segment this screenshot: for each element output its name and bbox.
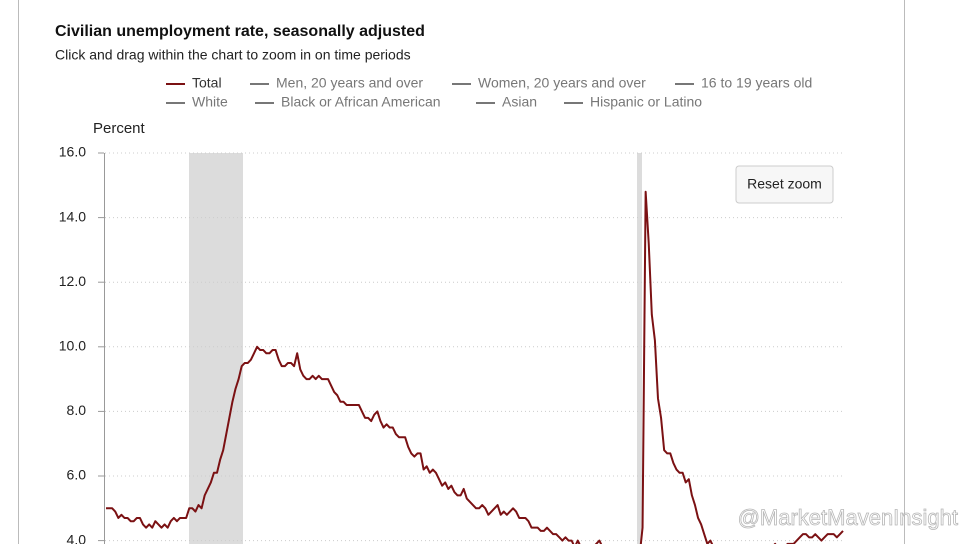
- legend-label[interactable]: Men, 20 years and over: [276, 75, 423, 91]
- y-tick-label: 14.0: [59, 208, 86, 224]
- y-axis-label: Percent: [93, 120, 146, 137]
- y-tick-label: 10.0: [59, 338, 86, 354]
- reset-zoom-label[interactable]: Reset zoom: [747, 176, 822, 192]
- recession-band: [637, 153, 642, 544]
- watermark: @MarketMavenInsight: [738, 505, 958, 530]
- legend-label[interactable]: Women, 20 years and over: [478, 75, 646, 91]
- legend-label[interactable]: Asian: [502, 94, 537, 110]
- recession-band: [189, 153, 243, 544]
- legend-label[interactable]: Black or African American: [281, 94, 441, 110]
- y-tick-label: 8.0: [67, 402, 87, 418]
- reset-zoom-button[interactable]: [735, 165, 834, 204]
- legend-label[interactable]: 16 to 19 years old: [701, 75, 812, 91]
- legend-label[interactable]: Hispanic or Latino: [590, 94, 702, 110]
- legend-label[interactable]: White: [192, 94, 228, 110]
- series-line: [106, 190, 844, 544]
- y-tick-label: 6.0: [67, 467, 87, 483]
- y-tick-label: 12.0: [59, 273, 86, 289]
- y-tick-label: 4.0: [67, 531, 87, 544]
- chart-title: Civilian unemployment rate, seasonally a…: [55, 23, 425, 40]
- legend-label[interactable]: Total: [192, 75, 222, 91]
- chart-subtitle: Click and drag within the chart to zoom …: [55, 47, 411, 63]
- y-tick-label: 16.0: [59, 144, 86, 160]
